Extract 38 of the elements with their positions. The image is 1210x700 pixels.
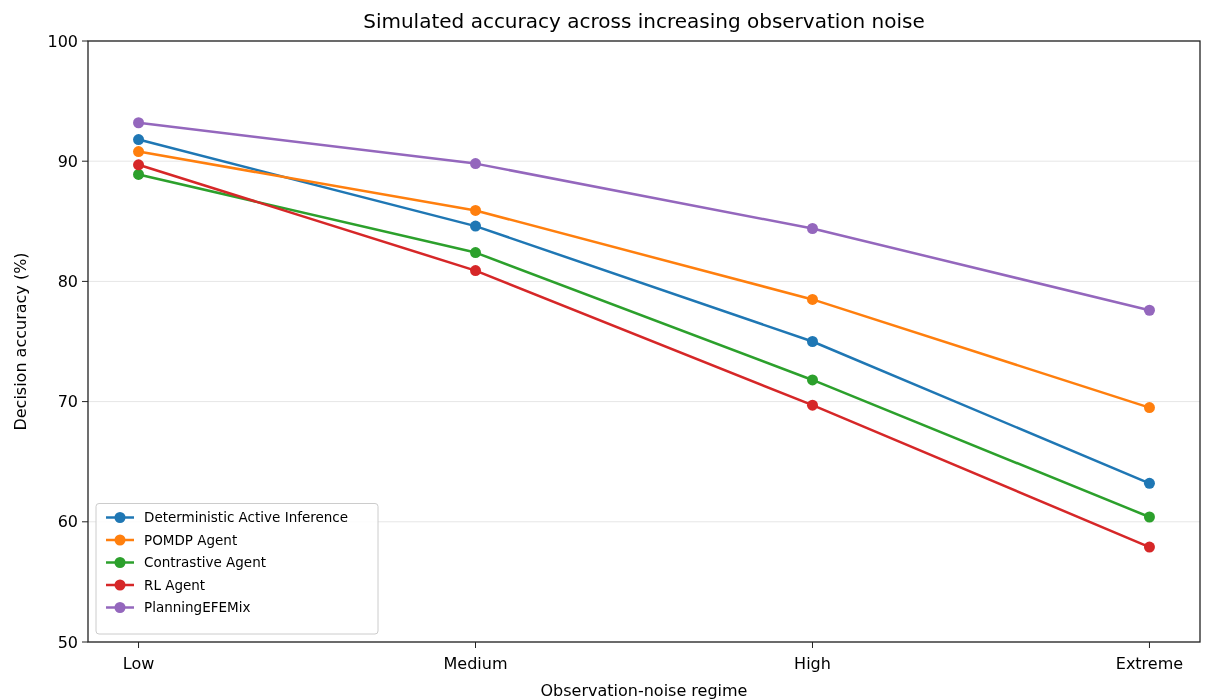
y-tick-label: 50 [57,632,78,652]
y-tick-label: 60 [57,512,78,532]
x-axis-title: Observation-noise regime [540,681,748,700]
point [470,247,482,259]
y-tick-label: 90 [57,151,78,171]
point [470,158,482,170]
point [1143,477,1155,489]
point [806,336,818,347]
point [470,265,482,277]
point [1143,541,1155,553]
point [1143,402,1155,414]
point [133,146,145,158]
x-tick-label: Extreme [1115,654,1184,673]
legend-label: RL Agent [144,576,206,593]
point [470,220,482,232]
chart-title: Simulated accuracy across increasing observation noise [363,9,925,33]
point [470,204,482,216]
point [1143,511,1155,523]
point [133,134,145,146]
point [133,159,145,171]
legend-label: PlanningEFEMix [144,599,251,616]
point [806,399,818,411]
y-tick-label: 70 [57,392,78,412]
x-tick-label: Medium [443,654,508,673]
x-tick-label: High [794,654,831,673]
point [133,168,145,180]
legend-label: POMDP Agent [144,531,238,548]
point [806,293,818,305]
y-axis-title: Decision accuracy (%) [11,252,30,431]
point [1143,304,1155,316]
point [806,223,818,235]
y-tick-label: 100 [47,31,78,51]
point [806,374,818,386]
legend-label: Contrastive Agent [144,554,266,571]
legend-label: Deterministic Active Inference [144,509,349,526]
point [133,117,145,129]
y-tick-label: 80 [57,272,78,291]
x-tick-label: Low [122,654,155,673]
